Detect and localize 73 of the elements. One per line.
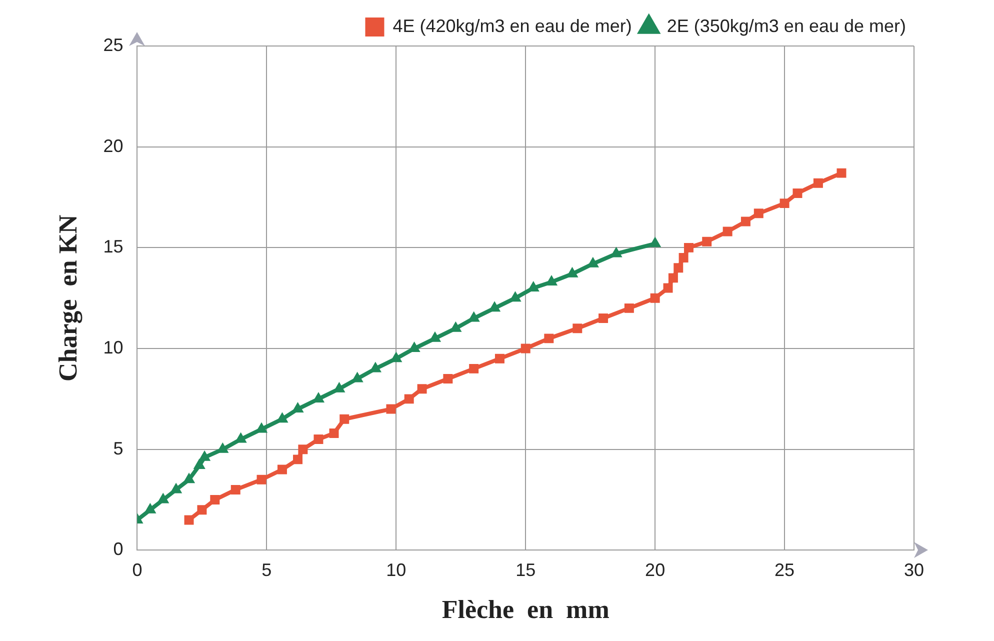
point: [386, 404, 396, 414]
point: [408, 342, 420, 352]
point: [674, 263, 684, 273]
point: [520, 344, 530, 354]
point: [184, 515, 194, 525]
x-tick-label: 5: [262, 560, 272, 580]
point: [443, 374, 453, 384]
y-tick-label: 5: [113, 438, 124, 458]
point: [277, 464, 287, 474]
point: [197, 505, 207, 515]
point: [836, 168, 846, 178]
point: [528, 282, 540, 292]
point: [702, 236, 712, 246]
y-tick-label: 10: [103, 337, 124, 358]
point: [792, 188, 802, 198]
point: [370, 362, 382, 372]
point: [256, 474, 266, 484]
point: [678, 253, 688, 263]
point: [544, 334, 554, 344]
point: [740, 216, 750, 226]
point: [183, 473, 195, 484]
point: [450, 322, 462, 332]
x-tick-label: 20: [645, 560, 666, 580]
point: [210, 495, 220, 505]
point: [298, 444, 308, 454]
point: [780, 198, 790, 208]
point: [469, 364, 479, 374]
x-axis-title: Flèche en mm: [442, 595, 610, 624]
y-tick-label: 25: [103, 34, 124, 55]
point: [404, 394, 414, 404]
point: [813, 178, 823, 188]
legend-label: 2E (350kg/m3 en eau de mer): [666, 16, 906, 36]
y-tick-label: 15: [103, 236, 124, 257]
point: [668, 273, 678, 283]
point: [417, 384, 427, 394]
point: [340, 414, 350, 424]
point: [650, 293, 660, 303]
point: [510, 292, 521, 302]
x-tick-label: 30: [904, 560, 924, 580]
point: [494, 354, 504, 364]
point: [649, 237, 661, 248]
point: [157, 493, 169, 504]
x-tick-label: 15: [516, 560, 536, 580]
point: [230, 484, 240, 494]
point: [329, 428, 339, 438]
point: [598, 314, 608, 324]
y-tick-label: 0: [113, 539, 124, 560]
point: [572, 324, 582, 334]
point: [610, 247, 622, 258]
point: [198, 450, 210, 461]
x-tick-label: 10: [386, 560, 406, 580]
point: [293, 454, 302, 464]
point: [684, 242, 694, 252]
point: [235, 432, 246, 443]
point: [429, 332, 441, 342]
point: [194, 458, 206, 469]
point: [722, 226, 732, 236]
point: [314, 434, 324, 444]
y-axis-title: Charge en KN: [53, 214, 82, 382]
point: [144, 503, 156, 514]
y-tick-label: 20: [103, 136, 124, 156]
x-tick-label: 25: [774, 560, 795, 580]
point: [624, 303, 634, 313]
point: [170, 483, 182, 494]
point: [468, 312, 480, 322]
point: [663, 283, 673, 293]
point: [352, 372, 364, 382]
point: [292, 402, 304, 413]
x-tick-label: 0: [132, 560, 142, 580]
point: [754, 208, 764, 218]
point: [276, 412, 288, 423]
point: [546, 275, 558, 286]
legend-label: 4E (420kg/m3 en eau de mer): [392, 16, 632, 36]
